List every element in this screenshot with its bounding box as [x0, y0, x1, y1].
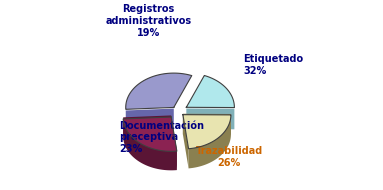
Polygon shape	[123, 117, 177, 170]
Polygon shape	[188, 114, 231, 168]
Text: Trazabilidad
26%: Trazabilidad 26%	[196, 146, 263, 168]
Polygon shape	[183, 115, 231, 149]
Polygon shape	[186, 75, 234, 108]
Polygon shape	[126, 108, 174, 131]
Polygon shape	[183, 114, 231, 135]
Polygon shape	[183, 114, 188, 168]
Polygon shape	[186, 108, 234, 129]
Text: Registros
administrativos
19%: Registros administrativos 19%	[106, 4, 192, 38]
Polygon shape	[126, 73, 192, 109]
Polygon shape	[123, 115, 171, 138]
Polygon shape	[171, 115, 177, 170]
Text: Documentación
preceptiva
23%: Documentación preceptiva 23%	[119, 120, 205, 154]
Polygon shape	[123, 117, 177, 151]
Text: Etiquetado
32%: Etiquetado 32%	[243, 54, 303, 76]
